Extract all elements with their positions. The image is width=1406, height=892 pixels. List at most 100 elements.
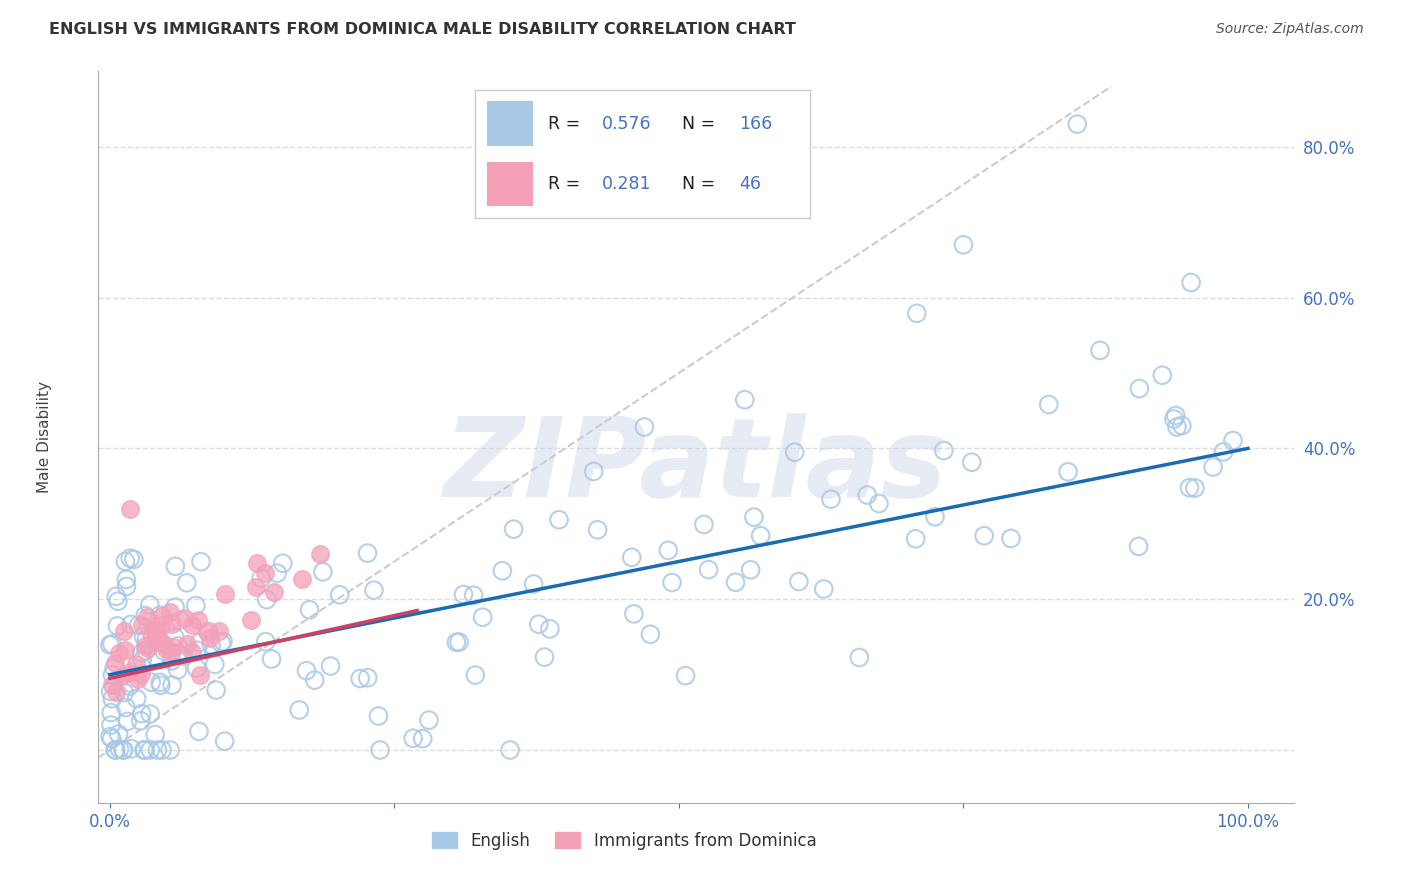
Point [120,741,142,756]
Point [188,668,211,682]
Point [367,709,389,723]
Point [848,650,870,665]
Point [186,643,208,657]
Point [108,742,131,756]
Point [118,679,141,693]
Point [149,608,172,623]
Point [204,657,226,672]
Point [166,639,188,653]
Point [131,653,153,667]
Point [205,683,228,698]
Point [163,631,186,645]
Point [212,634,235,648]
Point [186,661,208,675]
Point [675,668,697,682]
Point [200,638,222,652]
Point [159,743,181,757]
Point [1128,540,1150,554]
Point [135,643,157,657]
Point [149,678,172,692]
Point [160,678,183,692]
Point [304,673,326,687]
Point [363,583,385,598]
Point [368,743,391,757]
Point [491,564,513,578]
Point [114,643,136,657]
Point [1178,481,1201,495]
Point [471,610,494,624]
Point [446,635,468,649]
Point [105,619,128,633]
Point [104,743,127,757]
Point [1088,343,1111,358]
Point [101,667,124,681]
Point [136,640,159,655]
Point [104,743,127,757]
Point [134,608,156,623]
Point [245,580,267,594]
Point [149,618,172,632]
Point [98,730,121,744]
Point [266,566,288,581]
Point [693,517,716,532]
Point [145,625,167,640]
Point [418,713,440,727]
Point [1202,460,1225,475]
Point [657,543,679,558]
Point [527,617,550,632]
Point [181,618,204,632]
Point [139,598,162,612]
Point [114,624,136,638]
Point [1166,420,1188,434]
Point [104,657,127,671]
Point [263,585,285,599]
Point [254,634,277,648]
Point [586,523,609,537]
Point [169,613,191,627]
Point [129,714,152,728]
Point [159,605,181,619]
Point [214,586,236,600]
Point [172,649,194,664]
Point [813,582,835,596]
Point [932,443,955,458]
Point [548,513,571,527]
Point [697,563,720,577]
Point [905,306,928,320]
Point [139,626,162,640]
Point [101,637,124,651]
Point [868,496,890,510]
Point [253,566,276,580]
Point [1057,465,1080,479]
Point [112,743,135,757]
Point [184,599,207,613]
Point [349,672,371,686]
Point [117,714,139,729]
Point [167,647,190,661]
Point [139,706,162,721]
Point [104,685,127,699]
Point [129,667,152,681]
Point [329,588,352,602]
Point [640,627,662,641]
Point [107,594,129,608]
Point [463,588,485,602]
Point [1184,481,1206,495]
Point [288,703,311,717]
Point [108,646,131,660]
Point [1212,445,1234,459]
Point [973,529,995,543]
Point [309,548,332,562]
Point [101,731,124,746]
Point [150,609,173,624]
Point [1000,532,1022,546]
Point [132,743,155,757]
Point [250,571,273,585]
Point [453,587,475,601]
Point [149,634,172,648]
Point [145,632,167,646]
Point [1038,398,1060,412]
Point [1171,418,1194,433]
Point [782,193,804,207]
Point [357,671,380,685]
